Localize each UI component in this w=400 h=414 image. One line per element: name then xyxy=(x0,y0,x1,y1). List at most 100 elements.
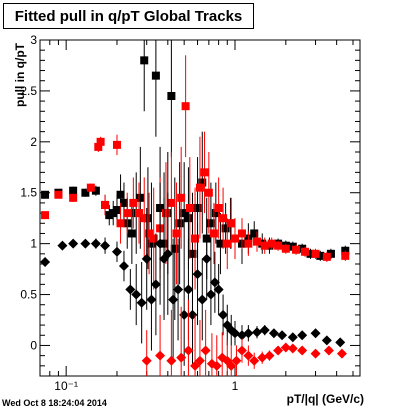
chart-title: Fitted pull in q/pT Global Tracks xyxy=(3,3,254,29)
data-point-diamond xyxy=(252,327,263,338)
data-point-square xyxy=(54,190,63,199)
data-point-diamond xyxy=(243,350,254,361)
data-point-square xyxy=(41,190,50,199)
data-point-diamond xyxy=(118,261,129,272)
data-point-diamond xyxy=(310,328,321,339)
data-point-square xyxy=(267,239,276,248)
data-point-diamond xyxy=(209,277,220,288)
data-point-square xyxy=(134,209,143,218)
data-point-diamond xyxy=(100,240,111,251)
data-point-square xyxy=(175,219,184,228)
data-point-square xyxy=(112,140,121,149)
data-point-square xyxy=(237,229,246,238)
data-point-diamond xyxy=(192,269,203,280)
data-point-square xyxy=(292,245,301,254)
data-point-square xyxy=(170,244,179,253)
data-point-diamond xyxy=(213,284,224,295)
data-point-square xyxy=(230,234,239,243)
data-point-diamond xyxy=(162,248,173,259)
data-point-diamond xyxy=(68,238,79,249)
x-axis-title: pT/|q| (GeV/c) xyxy=(286,392,364,406)
data-point-diamond xyxy=(287,343,298,354)
data-point-square xyxy=(198,178,207,187)
data-point-diamond xyxy=(187,309,198,320)
data-point-square xyxy=(86,183,95,192)
y-tick-label: 0.5 xyxy=(20,288,37,302)
data-point-square xyxy=(116,219,125,228)
y-tick-label: 2.5 xyxy=(20,84,37,98)
data-point-square xyxy=(136,193,145,202)
data-point-square xyxy=(181,102,190,111)
data-point-square xyxy=(119,198,128,207)
data-point-diamond xyxy=(176,352,187,363)
data-point-square xyxy=(177,193,186,202)
data-point-square xyxy=(94,142,103,151)
data-point-square xyxy=(96,137,105,146)
data-point-square xyxy=(227,219,236,228)
data-point-diamond xyxy=(201,253,212,264)
data-point-square xyxy=(244,239,253,248)
data-point-square xyxy=(129,198,138,207)
data-point-square xyxy=(180,209,189,218)
data-point-diamond xyxy=(166,355,177,366)
x-tick-label: 10⁻¹ xyxy=(54,379,78,393)
y-tick-label: 3 xyxy=(30,33,37,47)
data-point-diamond xyxy=(226,360,237,371)
data-point-square xyxy=(204,188,213,197)
data-point-square xyxy=(185,204,194,212)
data-point-square xyxy=(127,229,136,238)
x-tick-label: 1 xyxy=(232,379,239,393)
data-point-square xyxy=(253,237,262,246)
data-point-diamond xyxy=(125,284,136,295)
data-point-diamond xyxy=(90,238,101,249)
data-point-square xyxy=(306,249,315,258)
data-point-diamond xyxy=(205,289,216,300)
data-point-square xyxy=(214,204,223,212)
data-point-diamond xyxy=(287,332,298,343)
data-point-square xyxy=(91,186,100,195)
data-point-diamond xyxy=(136,297,147,308)
data-point-square xyxy=(147,239,156,248)
data-point-square xyxy=(140,214,149,223)
y-axis-title: pull in q/pT xyxy=(13,43,27,107)
data-point-square xyxy=(211,209,220,218)
data-point-square xyxy=(112,206,121,215)
data-point-diamond xyxy=(197,294,208,305)
data-point-square xyxy=(69,186,78,195)
data-point-square xyxy=(167,92,176,100)
data-point-diamond xyxy=(194,355,205,366)
data-point-diamond xyxy=(183,345,194,356)
data-point-diamond xyxy=(335,337,346,348)
data-point-square xyxy=(81,188,90,197)
data-point-square xyxy=(172,229,181,238)
data-point-square xyxy=(216,239,225,248)
data-point-square xyxy=(219,214,228,223)
data-point-diamond xyxy=(280,342,291,353)
data-point-diamond xyxy=(141,355,152,366)
data-point-square xyxy=(145,229,154,238)
data-point-square xyxy=(116,190,125,199)
data-point-square xyxy=(326,249,335,258)
data-point-square xyxy=(149,234,158,243)
data-point-diamond xyxy=(310,348,321,359)
data-point-diamond xyxy=(268,328,279,339)
y-tick-label: 2 xyxy=(30,135,37,149)
data-point-square xyxy=(200,168,209,177)
data-point-diamond xyxy=(200,345,211,356)
y-tick-label: 1.5 xyxy=(20,186,37,200)
data-point-square xyxy=(161,209,170,218)
data-point-square xyxy=(223,239,232,248)
data-point-square xyxy=(311,249,320,258)
data-point-diamond xyxy=(218,309,229,320)
data-point-diamond xyxy=(257,352,268,363)
data-point-diamond xyxy=(297,330,308,341)
data-point-diamond xyxy=(231,355,242,366)
data-point-square xyxy=(322,252,331,261)
data-point-square xyxy=(188,249,197,258)
data-point-diamond xyxy=(211,360,222,371)
data-point-diamond xyxy=(321,335,332,346)
data-point-square xyxy=(101,200,110,209)
data-point-square xyxy=(140,56,149,65)
data-point-diamond xyxy=(168,294,179,305)
data-point-square xyxy=(69,193,78,202)
